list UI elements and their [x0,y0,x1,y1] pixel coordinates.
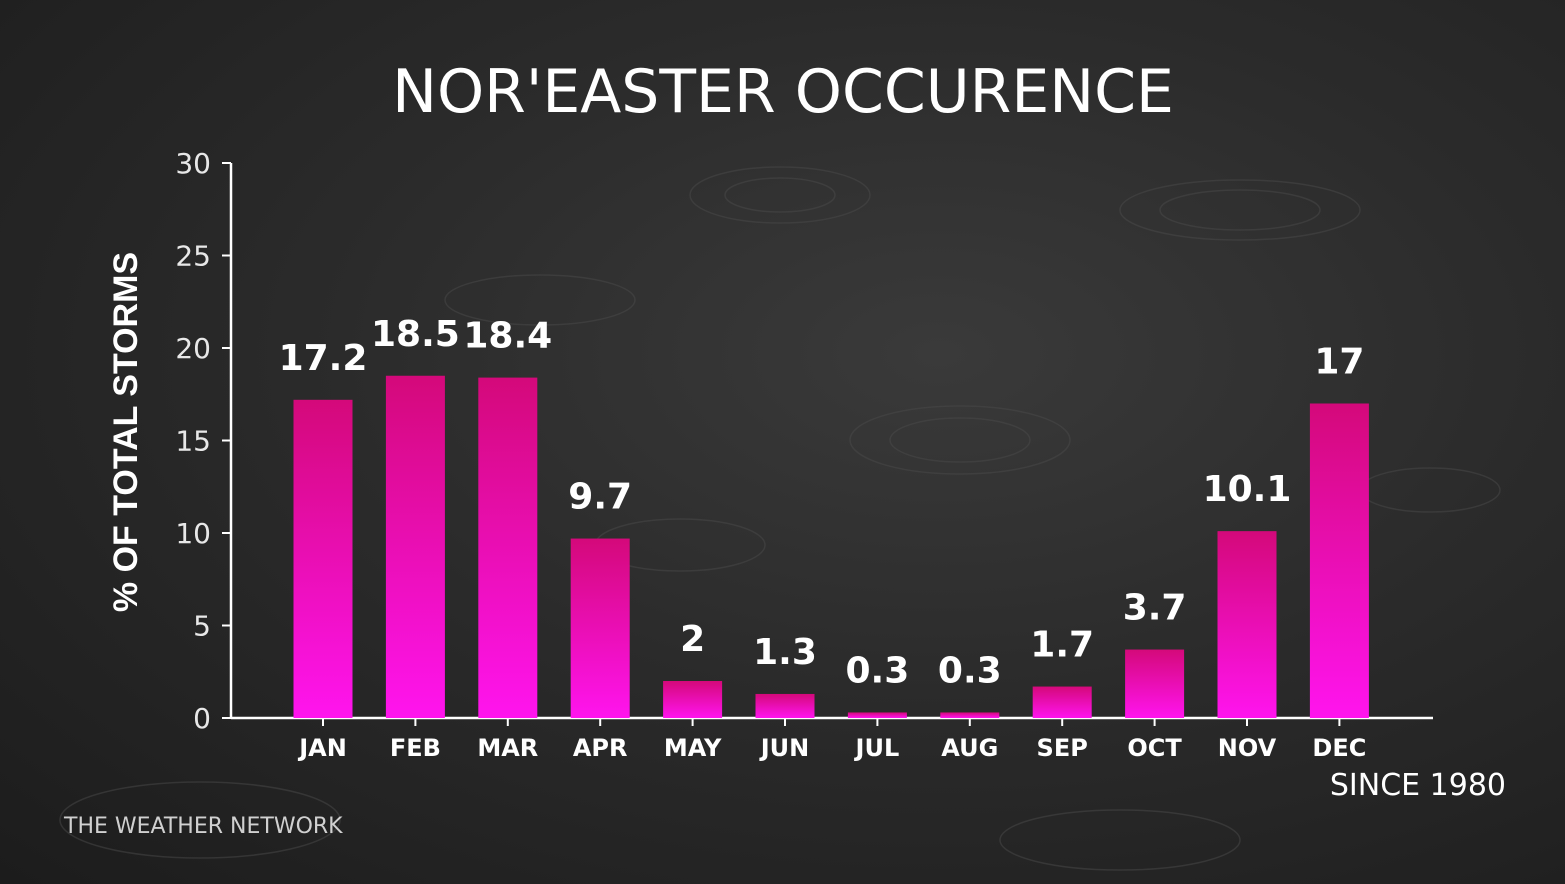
y-tick-label: 0 [193,702,211,735]
bar-may [663,681,723,718]
rain-ripples-background [59,166,1501,871]
x-tick-label-dec: DEC [1312,734,1366,762]
bar-nov [1217,531,1277,718]
x-tick-label-apr: APR [573,734,628,762]
bar-sep [1032,686,1092,718]
x-tick-label-feb: FEB [390,734,441,762]
y-tick-label: 10 [175,517,211,550]
data-label-apr: 9.7 [568,477,632,518]
x-tick-label-may: MAY [664,734,722,762]
x-tick-label-oct: OCT [1127,734,1182,762]
data-label-jun: 1.3 [753,632,817,673]
y-tick-label: 25 [175,240,211,273]
bar-jun [755,693,815,718]
y-axis-label: % OF TOTAL STORMS [107,252,145,612]
data-label-mar: 18.4 [463,316,552,357]
bar-aug [940,712,1000,718]
data-label-dec: 17 [1314,342,1364,383]
y-tick-label: 5 [193,610,211,643]
data-label-nov: 10.1 [1203,469,1292,510]
data-label-jan: 17.2 [279,338,368,379]
bar-mar [478,377,538,718]
data-label-oct: 3.7 [1123,588,1187,629]
x-tick-label-jun: JUN [759,734,810,762]
x-tick-label-jul: JUL [854,734,900,762]
x-tick-label-jan: JAN [297,734,347,762]
bars: 17.218.5 18.4 9.7 2 1.3 0.3 0.3 1.7 3.7 10.1 17 [279,314,1369,718]
bar-jul [847,712,907,718]
x-tick-label-sep: SEP [1037,734,1088,762]
brand-watermark: THE WEATHER NETWORK [63,814,343,839]
since-note: SINCE 1980 [1330,768,1506,803]
data-label-sep: 1.7 [1030,625,1094,666]
y-tick-label: 30 [175,147,211,180]
bar-apr [570,538,630,718]
y-tick-label: 20 [175,332,211,365]
bar-dec [1309,403,1369,718]
bar-oct [1125,649,1185,718]
data-label-feb: 18.5 [371,314,460,355]
x-tick-label-mar: MAR [477,734,538,762]
y-tick-label: 15 [175,425,211,458]
x-tick-label-aug: AUG [941,734,998,762]
data-label-aug: 0.3 [938,650,1002,691]
x-ticks: JAN FEB MAR APR MAY JUN JUL AUG SEP OCT NOV DEC [297,718,1366,762]
bar-jan [293,399,353,718]
x-tick-label-nov: NOV [1218,734,1277,762]
chart-title: NOR'EASTER OCCURENCE [392,57,1174,127]
y-ticks: 0 5 10 15 20 25 30 [175,147,231,735]
bar-feb [385,375,445,718]
data-label-may: 2 [680,619,705,660]
data-label-jul: 0.3 [846,650,910,691]
